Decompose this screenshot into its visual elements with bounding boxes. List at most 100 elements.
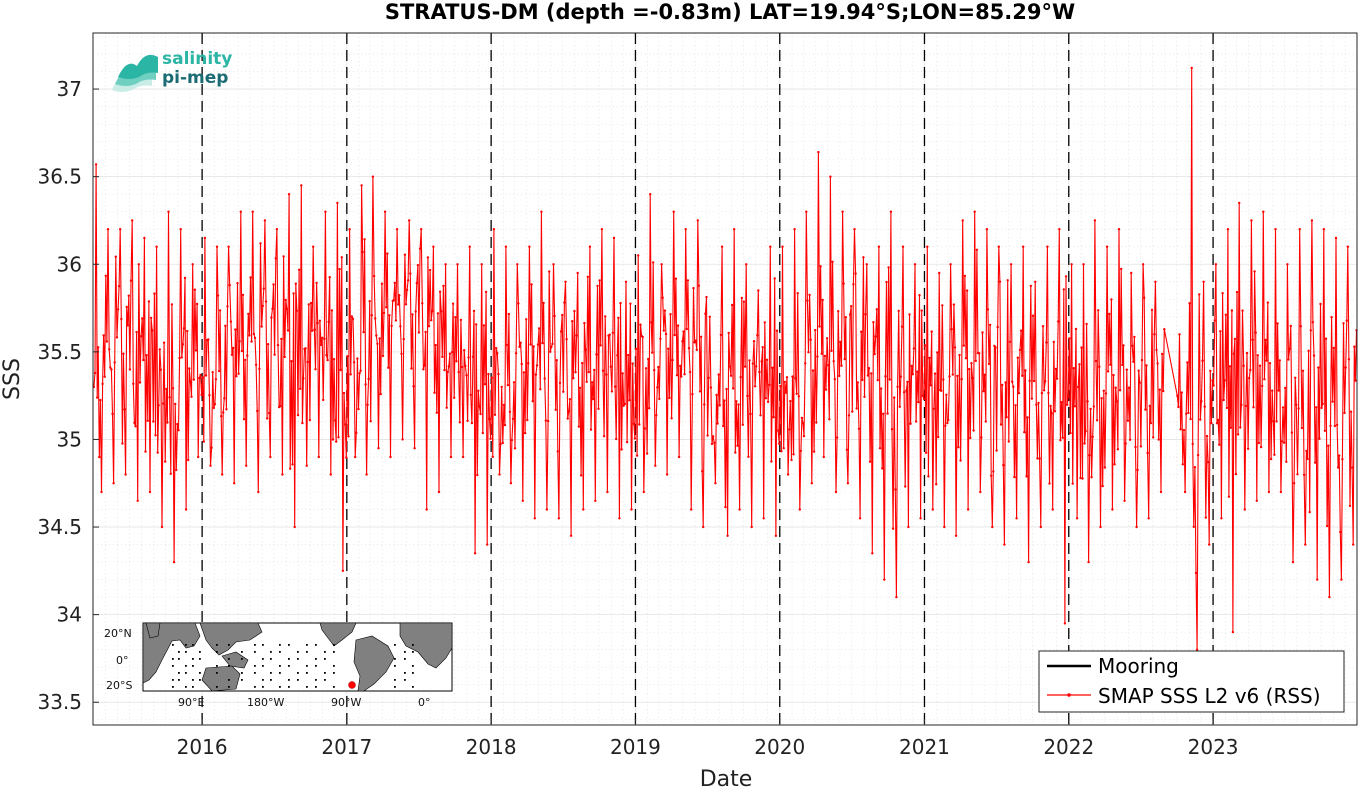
data-point [756,334,759,337]
data-point [534,373,538,376]
data-point [1332,346,1336,350]
data-point [822,455,825,459]
data-point [1150,308,1154,312]
x-tick-labels: 2016 2017 2018 2019 2020 2021 2022 2023 [177,735,1239,759]
mooring-dot [288,665,290,667]
mooring-dot [315,665,317,667]
data-point [1302,473,1306,477]
data-point [878,447,882,450]
data-point [187,458,190,462]
data-point [987,362,991,366]
data-point [1216,418,1220,422]
data-point [299,387,302,390]
data-point [529,343,532,346]
data-point [998,280,1002,283]
data-point [695,348,698,352]
data-point [269,455,272,459]
data-point [573,309,576,313]
data-point [309,301,313,305]
data-point [972,429,975,432]
data-point [682,330,685,333]
data-point [444,263,447,266]
data-point [840,364,843,367]
data-point [190,395,193,398]
data-point [780,450,783,453]
data-point [852,283,855,286]
data-point [554,408,557,411]
data-point [694,339,697,342]
data-point [336,201,339,205]
data-point [1077,385,1080,389]
data-point [1154,280,1157,283]
data-point [948,375,951,378]
mooring-dot [262,665,264,667]
data-point [235,375,238,378]
mooring-dot [199,658,201,660]
data-point [1057,320,1060,323]
data-point [984,420,987,423]
data-point [521,499,524,502]
data-point [749,412,752,416]
data-point [223,397,226,400]
data-point [189,380,192,383]
data-point [383,210,387,213]
map-lat-label-0: 0° [116,654,129,667]
data-point [895,595,898,599]
data-point [410,367,413,370]
data-point [885,280,888,284]
map-lat-label-20n: 20°N [104,627,132,640]
data-point [792,453,795,456]
data-point [326,358,329,362]
data-point [519,341,522,344]
data-point [1253,270,1256,273]
data-point [273,353,276,356]
data-point [899,375,903,378]
data-point [467,356,470,359]
data-point [204,374,208,377]
mooring-dot [228,665,230,667]
data-point [388,314,391,317]
data-point [617,316,620,320]
data-point [330,309,334,312]
data-point [848,313,852,316]
data-point [886,412,889,415]
data-point [932,407,936,410]
data-point [131,219,134,222]
data-point [174,402,177,406]
data-point [567,410,570,413]
data-point [1133,335,1136,339]
mooring-dot [178,658,180,660]
data-point [283,355,286,359]
data-point [750,525,753,529]
data-point [703,403,706,406]
data-point [1042,389,1046,392]
data-point [402,337,405,341]
data-point [359,369,362,373]
mooring-dot [404,672,406,674]
mooring-dot [324,651,326,653]
data-point [165,387,168,391]
data-point [661,296,664,299]
data-point [1092,405,1096,408]
data-point [316,321,319,325]
data-point [548,270,551,273]
data-point [757,289,760,292]
mooring-dot [241,672,243,674]
data-point [520,362,523,366]
data-point [577,425,581,428]
data-point [1277,389,1280,392]
data-point [484,290,488,294]
mooring-dot [270,672,272,674]
map-lon-label-90e: 90°E [178,696,204,709]
data-point [1349,410,1353,413]
data-point [209,464,212,467]
data-point [619,301,622,305]
data-point [1288,347,1291,350]
map-mooring-dots [172,644,414,688]
data-point [1097,309,1100,312]
data-point [633,437,637,440]
data-point [481,431,484,435]
mooring-dot [199,679,201,681]
data-point [1035,403,1038,406]
data-point [610,390,614,393]
